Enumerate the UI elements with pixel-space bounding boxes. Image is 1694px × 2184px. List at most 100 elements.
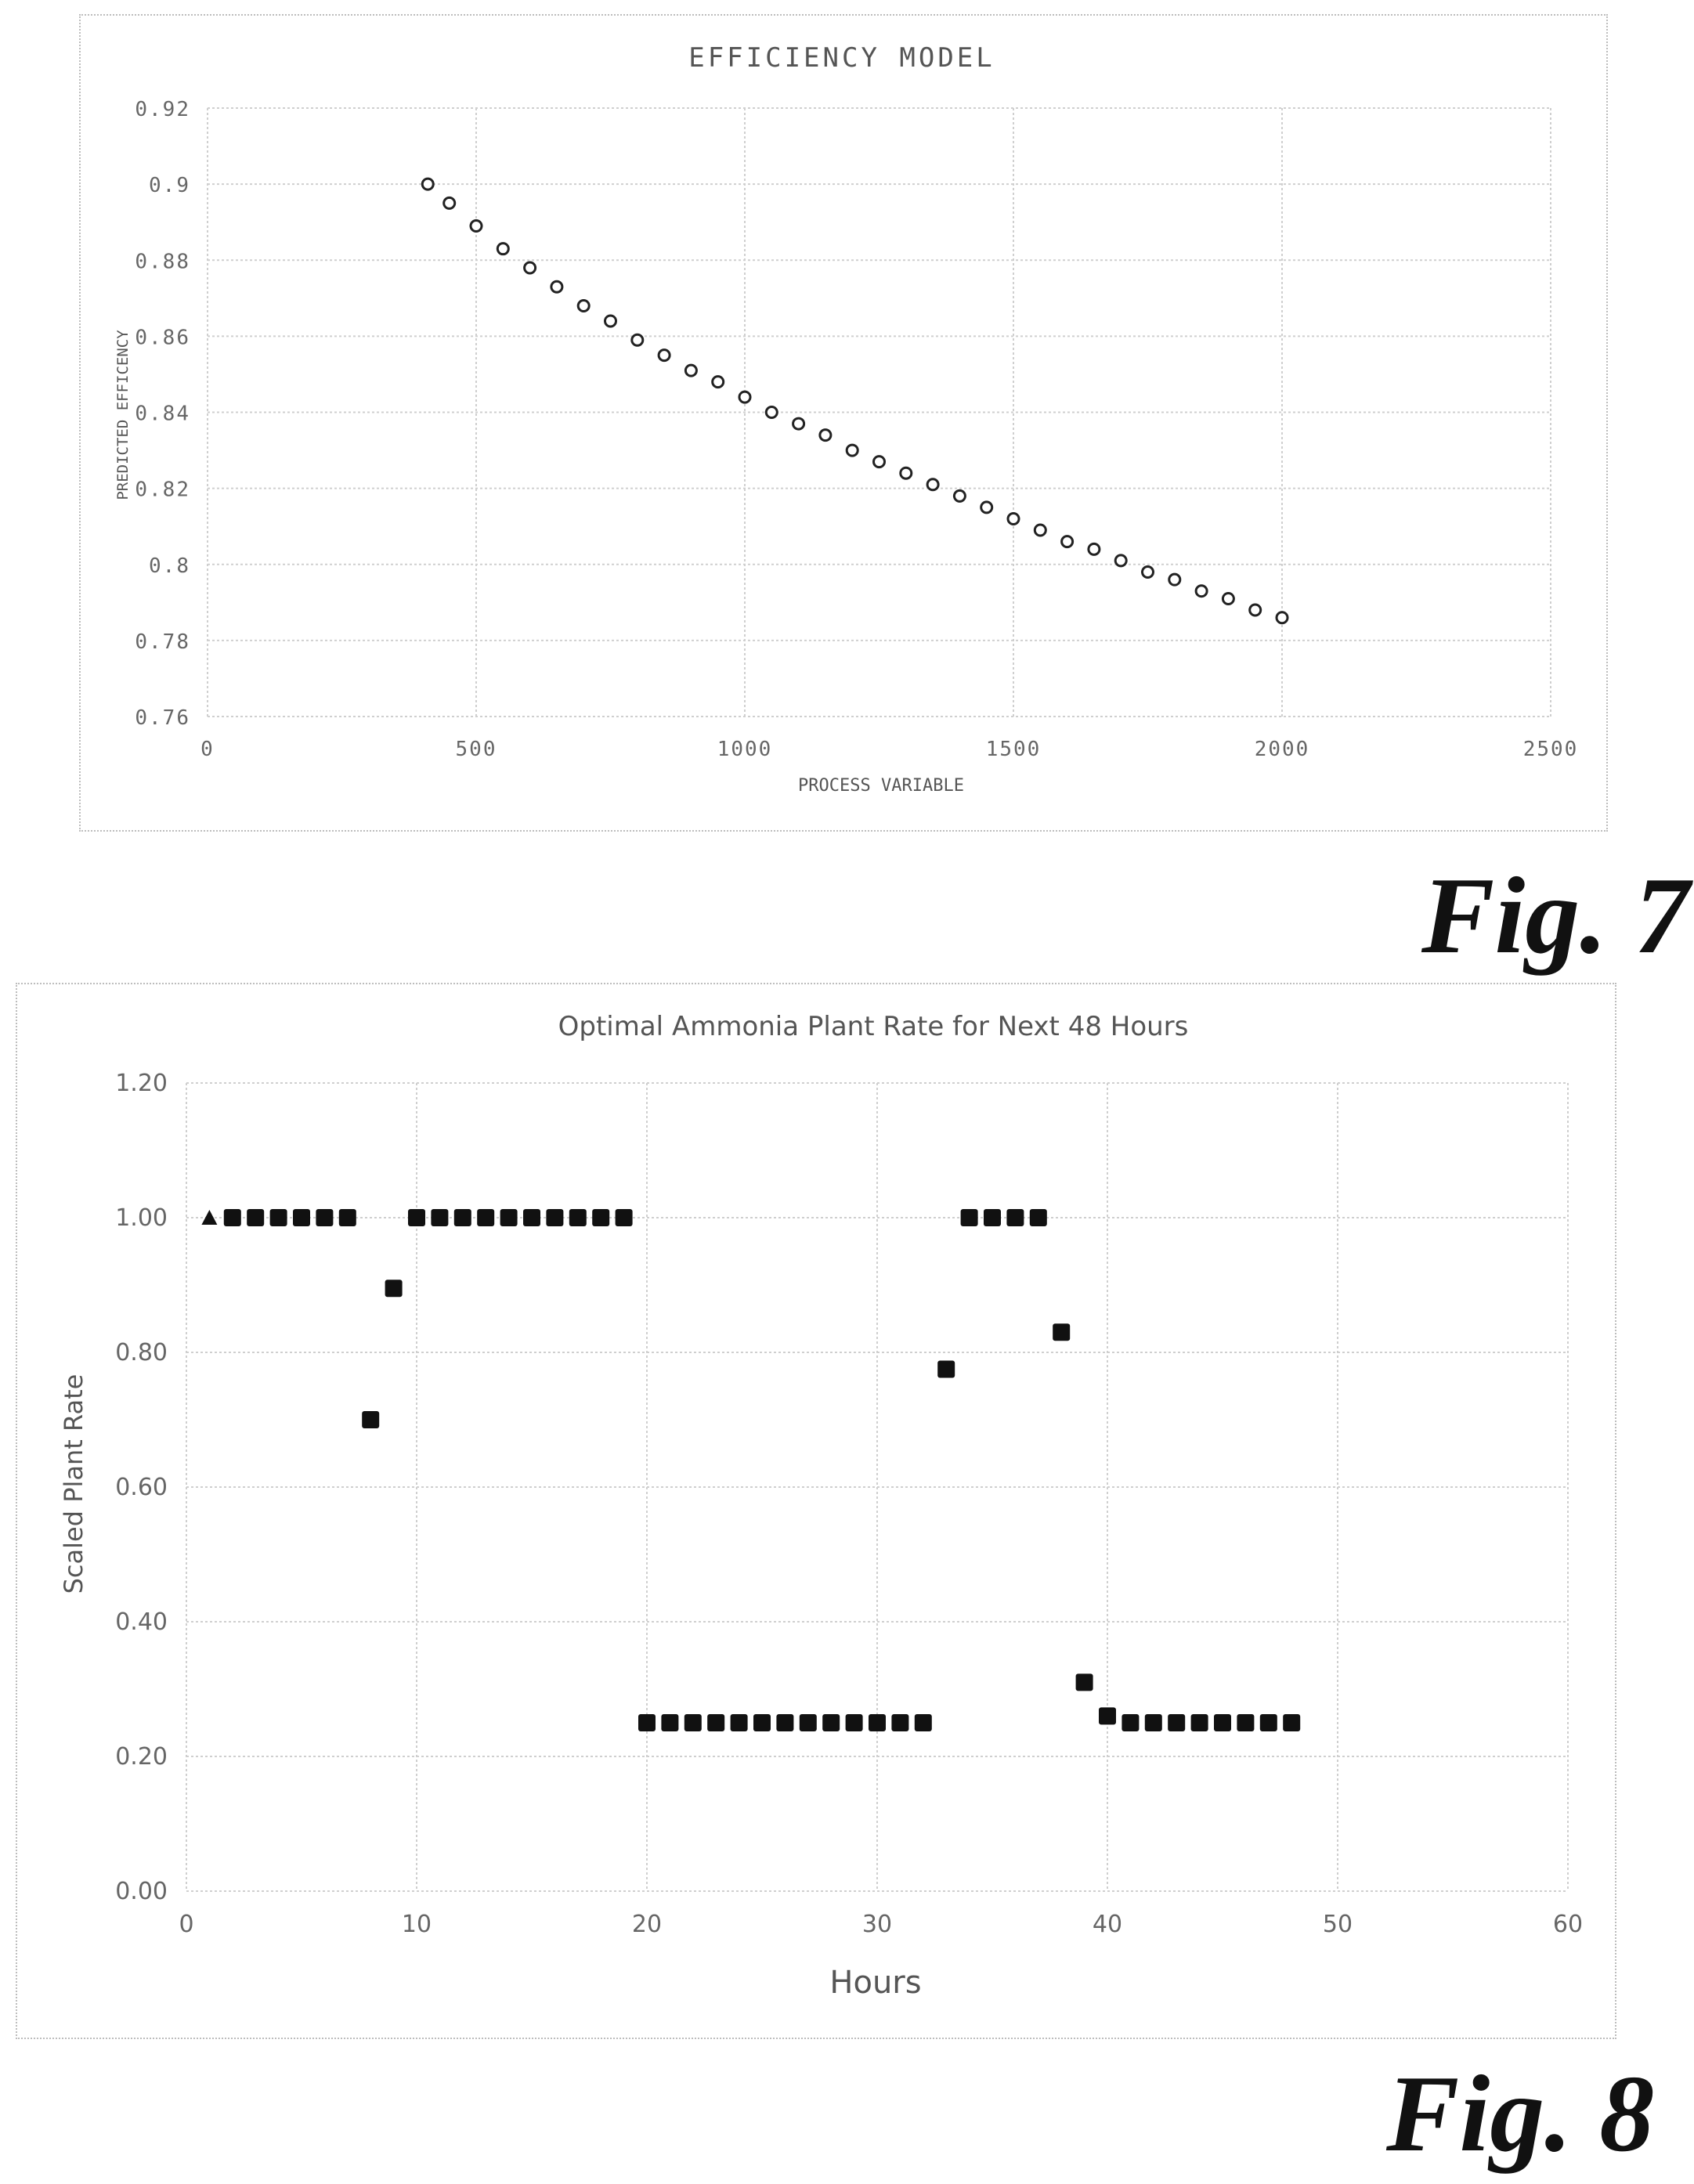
data-point (442, 196, 457, 210)
data-point (1006, 1209, 1024, 1226)
y-tick-label: 0.9 (149, 174, 190, 197)
x-tick-label: 2500 (1523, 738, 1579, 761)
data-point (453, 1209, 471, 1226)
data-point (1033, 523, 1047, 537)
data-point (707, 1714, 725, 1731)
y-tick-label: 0.86 (135, 326, 190, 349)
x-tick-label: 50 (1323, 1911, 1353, 1938)
data-point (576, 299, 591, 313)
data-point (914, 1714, 932, 1731)
plant-rate-chart-y-ticks: 0.00 0.20 0.40 0.60 0.80 1.00 1.20 (115, 1070, 168, 1905)
plant-rate-chart-x-axis-label: Hours (829, 1965, 921, 2001)
efficiency-model-chart-frame (79, 14, 1608, 832)
data-point (1190, 1714, 1208, 1731)
x-tick-label: 0 (200, 738, 215, 761)
y-tick-label: 0.76 (135, 706, 190, 730)
data-point (1029, 1209, 1047, 1226)
data-point (1248, 603, 1262, 617)
efficiency-chart-gridlines (207, 107, 1551, 717)
y-tick-label: 0.82 (135, 478, 190, 502)
data-point (604, 314, 617, 328)
data-point (523, 1209, 540, 1226)
data-point (638, 1714, 656, 1731)
data-point (269, 1209, 287, 1226)
data-point (845, 443, 859, 457)
data-point (223, 1209, 241, 1226)
data-point (1259, 1714, 1277, 1731)
data-point (960, 1209, 978, 1226)
data-point (523, 261, 537, 275)
data-point (362, 1411, 380, 1428)
data-point (1075, 1673, 1093, 1691)
x-tick-label: 1000 (717, 738, 773, 761)
data-point (869, 1714, 886, 1731)
data-point (477, 1209, 495, 1226)
data-point (1122, 1714, 1140, 1731)
figure-7-label: Fig. 7 (1421, 855, 1690, 976)
data-point (338, 1209, 356, 1226)
data-point (630, 333, 645, 347)
data-point (469, 219, 483, 233)
data-point (899, 466, 913, 480)
x-tick-label: 20 (632, 1911, 662, 1938)
data-point (569, 1209, 587, 1226)
data-point (431, 1209, 449, 1226)
data-point (1275, 611, 1289, 625)
data-point (1141, 565, 1154, 579)
data-point (891, 1714, 909, 1731)
data-point (1221, 591, 1235, 605)
plant-rate-chart-frame (16, 983, 1616, 2039)
y-tick-label: 0.60 (115, 1474, 168, 1501)
data-point (1053, 1323, 1071, 1341)
data-point (1144, 1714, 1162, 1731)
data-point (316, 1209, 334, 1226)
x-tick-label: 10 (402, 1911, 432, 1938)
efficiency-model-chart: 0.76 0.78 0.8 0.82 0.84 0.86 0.88 0.9 0.92 0 500 1… (114, 42, 1579, 796)
data-point (776, 1714, 794, 1731)
data-point (1168, 572, 1182, 587)
plant-rate-chart-title: Optimal Ammonia Plant Rate for Next 48 H… (558, 1011, 1189, 1042)
data-point (421, 177, 435, 191)
data-point (496, 242, 510, 256)
data-point (952, 489, 966, 503)
plant-rate-chart: 0.00 0.20 0.40 0.60 0.80 1.00 1.20 0 10 20 30 40 50… (59, 1011, 1583, 2001)
data-point (1168, 1714, 1186, 1731)
x-tick-label: 2000 (1255, 738, 1310, 761)
plant-rate-chart-gridlines (186, 1082, 1569, 1892)
data-point (1283, 1714, 1301, 1731)
y-tick-label: 0.80 (115, 1339, 168, 1366)
data-point (684, 1714, 702, 1731)
data-point-triangle (201, 1210, 218, 1225)
y-tick-label: 1.20 (115, 1070, 168, 1097)
data-point (980, 500, 994, 514)
data-point (1214, 1714, 1231, 1731)
x-tick-label: 0 (179, 1911, 193, 1938)
y-tick-label: 0.88 (135, 250, 190, 273)
data-point (730, 1714, 748, 1731)
data-point (684, 363, 698, 377)
data-point (1099, 1707, 1116, 1725)
data-point (872, 455, 886, 469)
data-point (247, 1209, 265, 1226)
y-tick-label: 0.78 (135, 630, 190, 654)
y-tick-label: 0.40 (115, 1608, 168, 1636)
data-point (799, 1714, 817, 1731)
data-point (711, 375, 725, 389)
data-point (550, 280, 564, 294)
y-tick-label: 0.92 (135, 98, 190, 121)
data-point (738, 390, 752, 404)
data-point (1060, 535, 1075, 549)
data-point (615, 1209, 633, 1226)
data-point (293, 1209, 310, 1226)
efficiency-chart-x-ticks: 0 500 1000 1500 2000 2500 (200, 738, 1579, 761)
data-point (1237, 1714, 1255, 1731)
x-tick-label: 500 (456, 738, 497, 761)
data-point (926, 478, 940, 492)
plant-rate-chart-x-ticks: 0 10 20 30 40 50 60 (179, 1911, 1583, 1938)
data-point (657, 348, 671, 363)
y-tick-label: 0.20 (115, 1743, 168, 1771)
data-point (764, 406, 778, 419)
efficiency-chart-y-axis-label: PREDICTED EFFICENCY (114, 330, 132, 500)
data-point (792, 417, 806, 431)
